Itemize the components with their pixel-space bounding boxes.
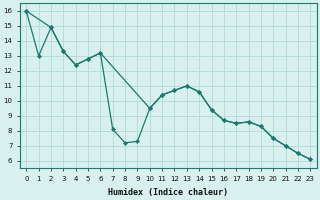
- X-axis label: Humidex (Indice chaleur): Humidex (Indice chaleur): [108, 188, 228, 197]
